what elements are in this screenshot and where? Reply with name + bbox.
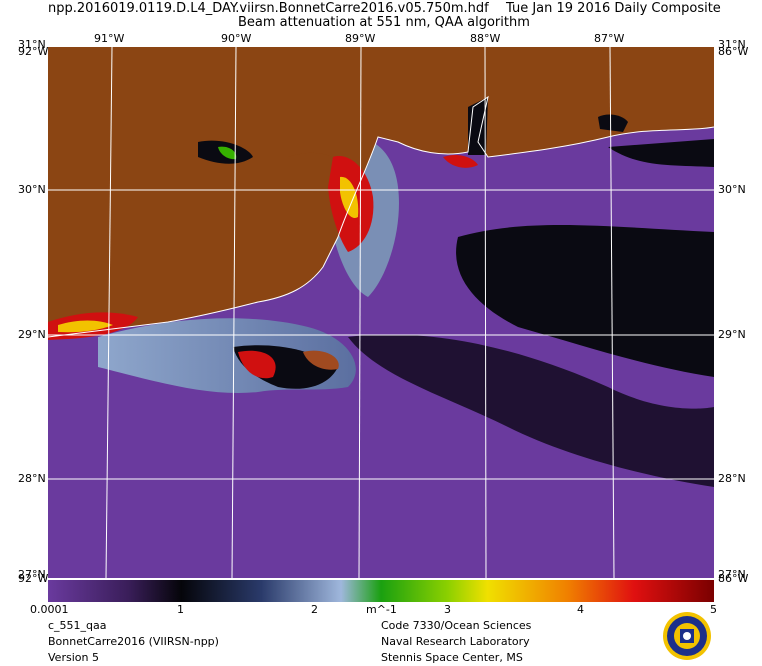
- lon-tick-label: 89°W: [345, 32, 376, 45]
- colorbar-label: 5: [710, 603, 717, 616]
- date-title: Tue Jan 19 2016 Daily Composite: [506, 1, 721, 16]
- navy-seal-icon: [663, 612, 711, 660]
- satellite-map: [48, 47, 714, 578]
- high-attenuation-zone: [340, 176, 359, 218]
- grid-line: [609, 47, 615, 578]
- colorbar-gradient: [48, 580, 714, 602]
- corner-label-top-right: 31°N: [718, 38, 746, 51]
- colorbar-label: 0.0001: [30, 603, 69, 616]
- footer-left: c_551_qaa BonnetCarre2016 (VIIRSN-npp) V…: [48, 618, 219, 666]
- product-title: Beam attenuation at 551 nm, QAA algorith…: [238, 15, 530, 30]
- colorbar-label: 3: [444, 603, 451, 616]
- corner-label-bottom-right-2: 86°W: [718, 572, 749, 585]
- dark-water-region: [608, 139, 714, 167]
- grid-line: [358, 47, 362, 578]
- org-code: Code 7330/Ocean Sciences: [381, 619, 532, 632]
- colorbar-label: 2: [311, 603, 318, 616]
- colorbar-label: 4: [577, 603, 584, 616]
- corner-label-top-right-2: 86°W: [718, 45, 749, 58]
- high-attenuation-zone: [443, 154, 478, 168]
- colorbar-units: m^-1: [366, 603, 397, 616]
- lon-tick-label: 90°W: [221, 32, 252, 45]
- lon-tick-label: 88°W: [470, 32, 501, 45]
- dark-water-region: [348, 334, 714, 487]
- filename-title: npp.2016019.0119.D.L4_DAY.viirsn.BonnetC…: [48, 1, 489, 16]
- coastline: [48, 95, 714, 338]
- org-name: Naval Research Laboratory: [381, 635, 530, 648]
- land-area: [48, 47, 714, 337]
- dark-water-region: [456, 225, 714, 377]
- lat-tick-label-right: 29°N: [718, 328, 746, 341]
- grid-line: [231, 47, 237, 578]
- lon-tick-label: 87°W: [594, 32, 625, 45]
- lat-tick-label-left: 28°N: [18, 472, 46, 485]
- footer-right: Code 7330/Ocean Sciences Naval Research …: [381, 618, 531, 666]
- high-attenuation-zone: [218, 146, 237, 160]
- lat-tick-label-right: 28°N: [718, 472, 746, 485]
- product-code: c_551_qaa: [48, 619, 107, 632]
- version: Version 5: [48, 651, 99, 664]
- lat-tick-label-left: 30°N: [18, 183, 46, 196]
- corner-label-bottom-left-2: 92°W: [18, 572, 49, 585]
- high-attenuation-zone: [238, 350, 276, 379]
- grid-line: [105, 47, 113, 578]
- lat-tick-label-left: 29°N: [18, 328, 46, 341]
- dataset-name: BonnetCarre2016 (VIIRSN-npp): [48, 635, 219, 648]
- graticule: [48, 47, 714, 578]
- org-location: Stennis Space Center, MS: [381, 651, 523, 664]
- lon-tick-label: 91°W: [94, 32, 125, 45]
- high-attenuation-zone: [58, 320, 113, 333]
- colorbar: [48, 580, 714, 602]
- high-attenuation-zone: [303, 350, 339, 370]
- corner-label-top-left-2: 92°W: [18, 45, 49, 58]
- grid-line: [484, 47, 487, 578]
- bay: [598, 114, 628, 132]
- corner-label-bottom-right: 27°N: [718, 568, 746, 581]
- corner-label-top-left: 31°N: [18, 38, 46, 51]
- corner-label-bottom-left: 27°N: [18, 568, 46, 581]
- colorbar-label: 1: [177, 603, 184, 616]
- lat-tick-label-right: 30°N: [718, 183, 746, 196]
